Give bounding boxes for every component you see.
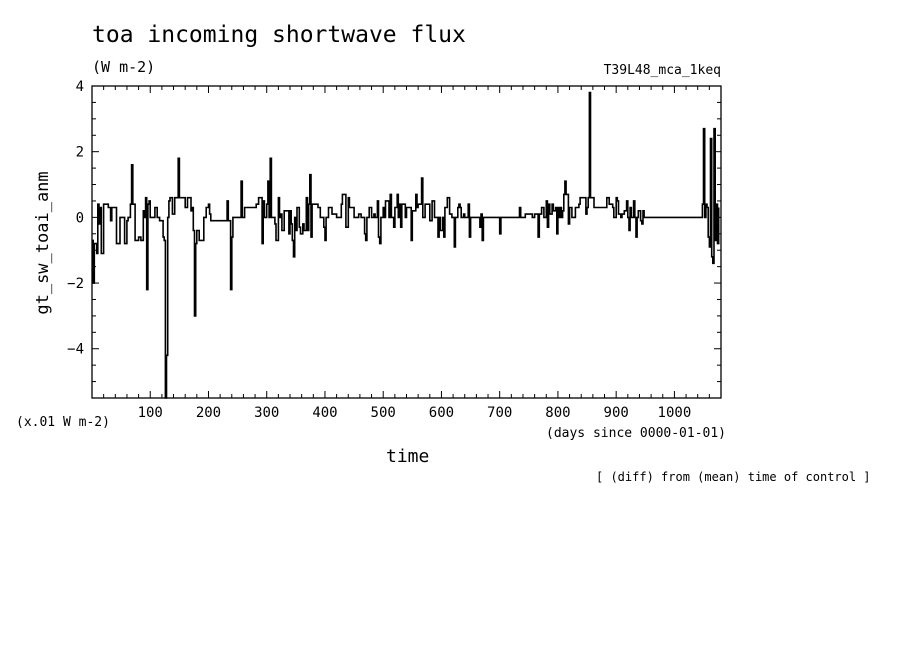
plot-frame xyxy=(91,85,722,399)
units-label: (W m-2) xyxy=(92,58,156,76)
x-tick-label: 900 xyxy=(604,405,629,421)
y-scale-note: (x.01 W m-2) xyxy=(16,415,110,430)
x-tick-label: 800 xyxy=(545,405,570,421)
y-tick-label: 4 xyxy=(76,79,84,95)
x-tick-label: 1000 xyxy=(658,405,692,421)
x-tick-label: 100 xyxy=(138,405,163,421)
run-label: T39L48_mca_1keq xyxy=(603,63,721,78)
y-tick-label: 0 xyxy=(76,210,84,226)
x-tick-label: 400 xyxy=(312,405,337,421)
x-tick-label: 600 xyxy=(429,405,454,421)
x-tick-label: 300 xyxy=(254,405,279,421)
y-tick-label: −2 xyxy=(67,276,84,292)
y-tick-label: −4 xyxy=(67,342,84,358)
chart-title: toa incoming shortwave flux xyxy=(92,22,466,48)
x-units-label: (days since 0000-01-01) xyxy=(546,426,727,441)
x-tick-label: 200 xyxy=(196,405,221,421)
y-tick-label: 2 xyxy=(76,145,84,161)
x-tick-label: 700 xyxy=(487,405,512,421)
x-axis-ticks: 100 200 300 400 500 600 700 800 900 1000 xyxy=(91,86,722,421)
y-axis-label: gt_sw_toai_anm xyxy=(33,171,53,314)
series-group xyxy=(92,91,720,399)
series-line xyxy=(92,91,720,399)
footnote: [ (diff) from (mean) time of control ] xyxy=(596,470,871,484)
x-tick-label: 500 xyxy=(371,405,396,421)
x-axis-label: time xyxy=(386,446,430,467)
